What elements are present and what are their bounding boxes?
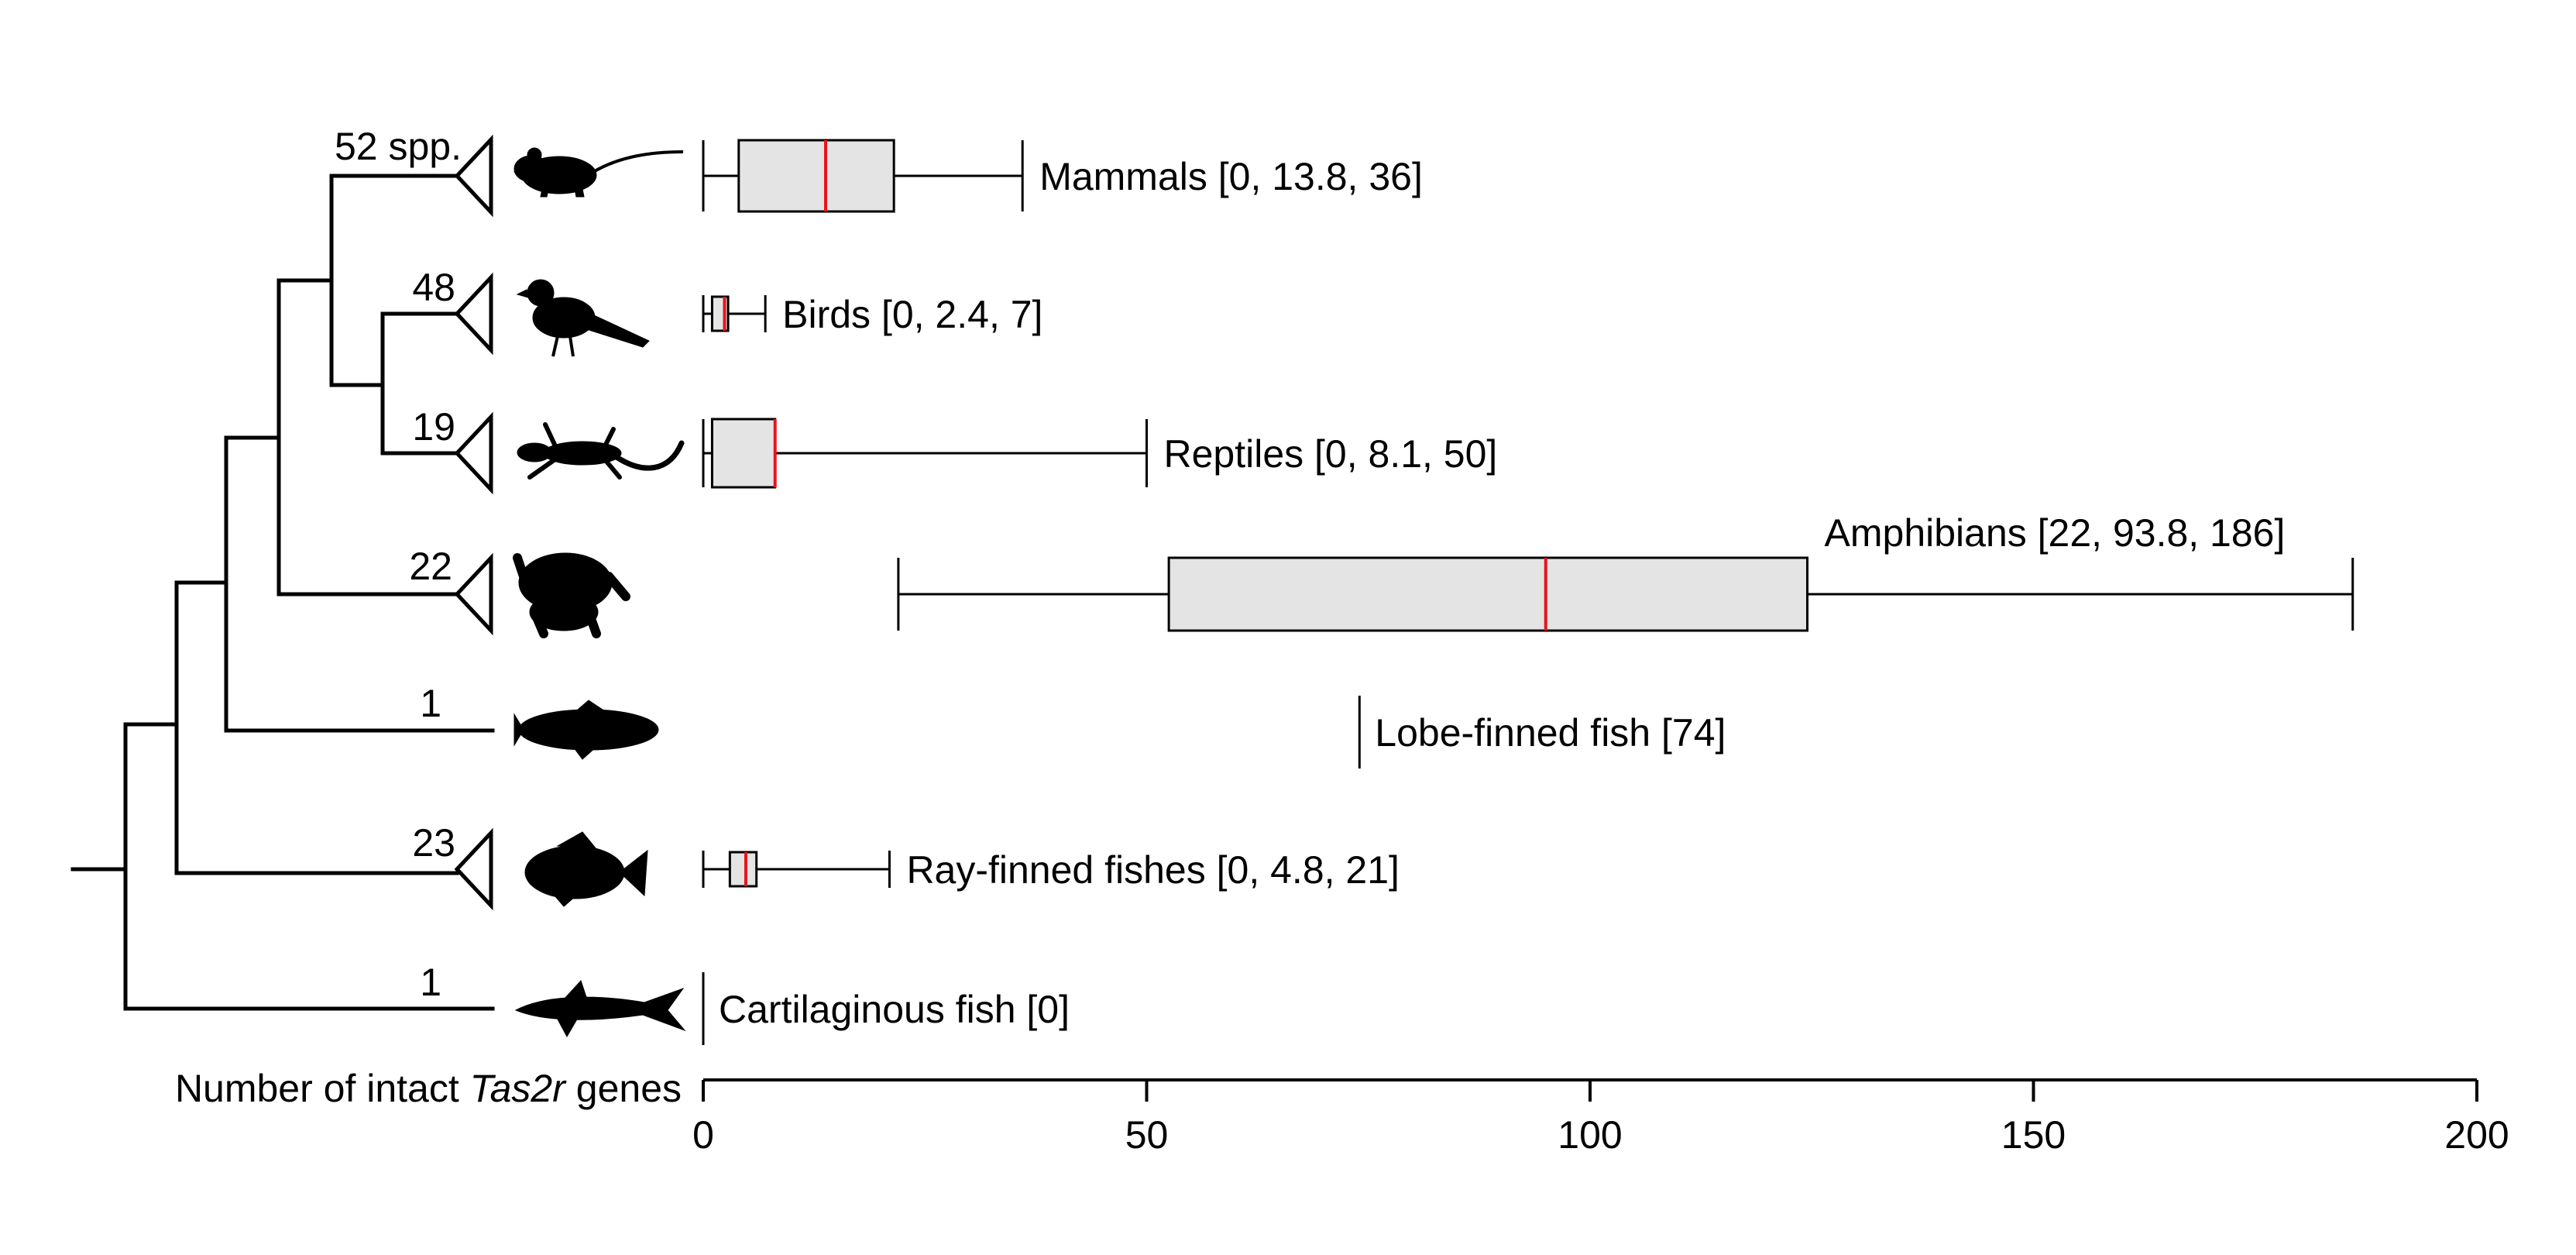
boxplot-ray-finned	[702, 851, 891, 888]
boxplot-mammals	[702, 139, 1024, 213]
group-label-lobe-finned: Lobe-finned fish [74]	[1375, 711, 1726, 755]
x-tick-label-0: 0	[692, 1113, 714, 1157]
lizard-icon	[517, 422, 685, 480]
box-mammals	[737, 139, 895, 213]
species-count-labels: 52 spp. 48 19 22 1 23 1	[335, 125, 462, 1004]
n-label-amphibians: 22	[409, 545, 452, 588]
box-ray-finned	[728, 851, 758, 888]
coelacanth-icon	[513, 700, 659, 760]
x-tick-label-150: 150	[2001, 1113, 2066, 1157]
n-label-ray-finned: 23	[412, 821, 455, 865]
group-label-mammals: Mammals [0, 13.8, 36]	[1039, 155, 1423, 198]
clade-triangle-amphibians	[454, 552, 493, 636]
x-tick-label-100: 100	[1558, 1113, 1622, 1157]
bird-icon	[516, 279, 650, 357]
frog-icon	[513, 552, 630, 638]
fish-icon	[524, 831, 648, 907]
clade-triangle-reptiles	[454, 411, 493, 495]
n-label-mammals: 52 spp.	[335, 125, 462, 168]
n-label-birds: 48	[412, 266, 455, 309]
phylogenetic-tree	[70, 134, 495, 1011]
boxplot-reptiles	[702, 418, 1148, 489]
clade-triangle-mammals	[454, 134, 493, 218]
boxplots	[702, 139, 2354, 1045]
boxplot-birds	[702, 295, 767, 332]
n-label-lobe-finned: 1	[420, 682, 441, 725]
x-tick-label-50: 50	[1125, 1113, 1169, 1157]
x-tick-label-200: 200	[2444, 1113, 2509, 1157]
box-reptiles	[710, 418, 777, 489]
n-label-reptiles: 19	[412, 405, 455, 449]
mouse-icon	[513, 147, 684, 198]
group-labels: Mammals [0, 13.8, 36] Birds [0, 2.4, 7] …	[719, 155, 2285, 1031]
x-axis: 0 50 100 150 200 Number of intact Tas2r gene…	[175, 1067, 2509, 1157]
clade-triangle-birds	[454, 272, 493, 356]
group-label-amphibians: Amphibians [22, 93.8, 186]	[1825, 511, 2286, 555]
group-label-ray-finned: Ray-finned fishes [0, 4.8, 21]	[906, 848, 1399, 892]
n-label-cartilaginous: 1	[420, 961, 441, 1004]
group-label-cartilaginous: Cartilaginous fish [0]	[719, 988, 1070, 1031]
x-axis-title: Number of intact Tas2r genes	[175, 1067, 682, 1110]
group-label-birds: Birds [0, 2.4, 7]	[782, 293, 1042, 336]
shark-icon	[514, 980, 686, 1038]
boxplot-amphibians	[897, 556, 2354, 632]
group-label-reptiles: Reptiles [0, 8.1, 50]	[1164, 432, 1498, 476]
clade-triangle-ray-finned	[454, 827, 493, 911]
box-amphibians	[1167, 556, 1809, 632]
